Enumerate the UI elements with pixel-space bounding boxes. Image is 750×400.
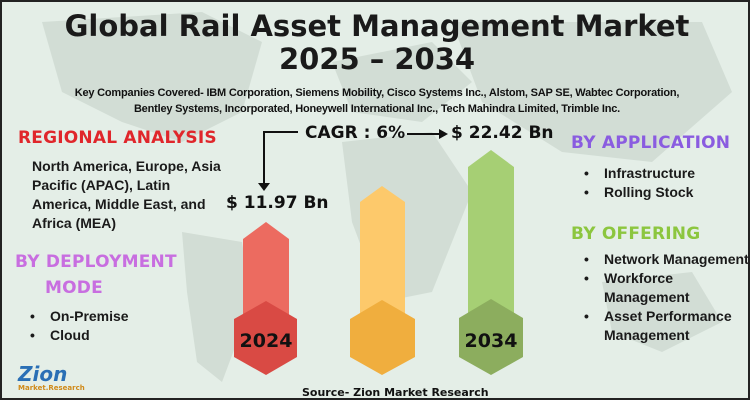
column-2024: [243, 222, 289, 332]
source-text: Source- Zion Market Research: [302, 386, 489, 399]
logo-subtitle: Market.Research: [18, 384, 85, 392]
list-item: Asset Performance Management: [582, 307, 748, 345]
offering-list: Network Management Workforce Management …: [582, 250, 748, 345]
list-item: Cloud: [28, 326, 129, 345]
cagr-label: CAGR : 6%: [305, 123, 406, 143]
list-item: Network Management: [582, 250, 748, 269]
logo-name: Zion: [18, 362, 68, 386]
title-line-2: 2025 – 2034: [278, 42, 476, 76]
title-line-1: Global Rail Asset Management Market: [64, 9, 690, 43]
list-item: Infrastructure: [582, 164, 695, 183]
companies-block: Key Companies Covered- IBM Corporation, …: [2, 85, 748, 117]
deployment-heading-2: MODE: [45, 278, 103, 298]
deployment-list: On-Premise Cloud: [28, 307, 129, 345]
hexagon-2034: [459, 299, 523, 375]
zion-logo: Zion Market.Research: [18, 364, 85, 393]
hexagon-middle: [350, 300, 415, 375]
list-item: On-Premise: [28, 307, 129, 326]
value-2024: $ 11.97 Bn: [226, 193, 329, 213]
regional-heading: REGIONAL ANALYSIS: [18, 128, 217, 148]
year-2024-label: 2024: [240, 330, 293, 352]
deployment-heading-1: BY DEPLOYMENT: [15, 252, 177, 272]
value-2034: $ 22.42 Bn: [451, 123, 554, 143]
offering-heading: BY OFFERING: [571, 224, 701, 244]
arrow-right-icon: [439, 129, 448, 139]
companies-line-1: Key Companies Covered- IBM Corporation, …: [74, 87, 680, 99]
arrow-down-line: [263, 131, 298, 184]
column-middle: [360, 186, 405, 332]
companies-line-2: Bentley Systems, Incorporated, Honeywell…: [133, 103, 621, 115]
regional-text: North America, Europe, Asia Pacific (APA…: [32, 158, 221, 231]
list-item: Workforce Management: [582, 269, 748, 307]
hexagon-2024: [234, 301, 297, 375]
year-2034-label: 2034: [465, 330, 518, 352]
application-heading: BY APPLICATION: [571, 133, 731, 153]
application-list: Infrastructure Rolling Stock: [582, 164, 695, 202]
column-2034: [468, 150, 514, 332]
arrow-down-icon: [258, 183, 270, 191]
list-item: Rolling Stock: [582, 183, 695, 202]
